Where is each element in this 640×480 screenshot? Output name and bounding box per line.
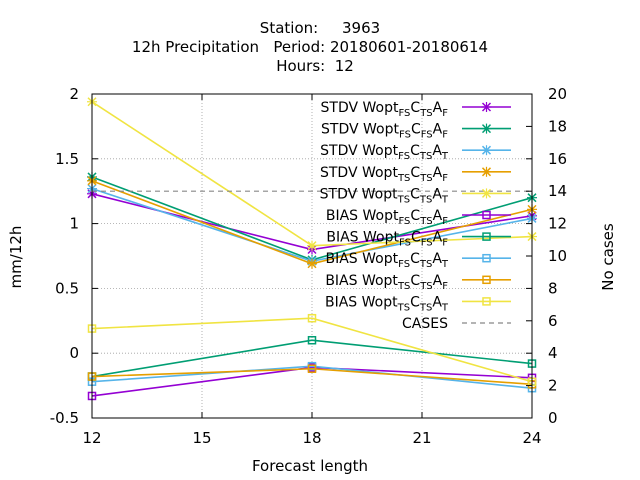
x-tick-label: 18: [302, 429, 321, 447]
legend-marker: [481, 166, 492, 177]
y2-tick-label: 20: [548, 85, 567, 103]
y2-tick-label: 0: [548, 409, 558, 427]
y2-tick-label: 16: [548, 150, 567, 168]
legend-item: BIAS WoptTSCTSAT: [325, 294, 511, 313]
x-tick-label: 24: [522, 429, 541, 447]
legend-item: STDV WoptFSCTSAT: [320, 143, 511, 162]
legend-marker: [482, 210, 491, 220]
legend-label: STDV WoptTSCTSAT: [320, 186, 449, 205]
legend-item: STDV WoptFSCTSAF: [321, 100, 511, 119]
legend-label: BIAS WoptFSCTSAT: [326, 251, 449, 270]
legend-label: CASES: [402, 316, 448, 332]
y2-tick-label: 8: [548, 279, 558, 297]
data-point: [307, 240, 317, 251]
series-4: [87, 175, 537, 269]
y-tick-label: 1: [69, 215, 79, 233]
data-point: [307, 313, 317, 323]
legend-label: STDV WoptFSCTSAF: [321, 100, 449, 119]
series-5: [87, 96, 537, 251]
legend-marker: [481, 188, 492, 199]
legend-marker: [481, 145, 492, 156]
data-point: [307, 258, 317, 269]
series-line: [91, 365, 533, 389]
legend-label: STDV WoptFSCFSAF: [321, 122, 448, 141]
legend-marker: [482, 275, 491, 285]
legend-marker: [481, 102, 492, 112]
legend-item: STDV WoptTSCTSAF: [320, 165, 511, 184]
series-line: [91, 101, 533, 247]
x-tick-label: 12: [82, 429, 101, 447]
series-line: [91, 367, 533, 386]
data-point: [307, 335, 317, 345]
legend-label: BIAS WoptFSCFSAF: [326, 230, 448, 249]
legend-marker: [482, 297, 491, 306]
legend-item: STDV WoptTSCTSAT: [320, 186, 511, 205]
legend-label: BIAS WoptTSCTSAT: [325, 294, 449, 313]
legend-item: BIAS WoptFSCTSAT: [326, 251, 511, 270]
y2-tick-label: 12: [548, 215, 567, 233]
y2-tick-label: 10: [548, 247, 567, 265]
y2-tick-label: 2: [548, 377, 558, 395]
legend-item: BIAS WoptTSCTSAF: [325, 273, 511, 292]
y2-tick-label: 4: [548, 344, 558, 362]
y-tick-label: 0.5: [55, 279, 79, 297]
y-axis-label: mm/12h: [7, 226, 25, 289]
legend-label: STDV WoptTSCTSAF: [320, 165, 448, 184]
series-line: [91, 366, 533, 397]
legend-item: BIAS WoptFSCFSAF: [326, 230, 511, 249]
x-axis-label: Forecast length: [252, 457, 368, 475]
y-tick-label: -0.5: [50, 409, 79, 427]
y-tick-label: 1.5: [55, 150, 79, 168]
legend-label: STDV WoptFSCTSAT: [320, 143, 449, 162]
legend-marker: [482, 232, 491, 241]
chart-title-line2: 12h Precipitation Period: 20180601-20180…: [132, 38, 488, 56]
legend-item: BIAS WoptFSCTSAF: [326, 208, 511, 227]
grid: [92, 94, 532, 418]
legend-label: BIAS WoptTSCTSAF: [325, 273, 448, 292]
x-tick-label: 21: [412, 429, 431, 447]
data-point: [307, 364, 317, 374]
y2-tick-label: 6: [548, 312, 558, 330]
chart-title-line1: Station: 3963: [260, 19, 380, 37]
y-tick-label: 2: [69, 85, 79, 103]
legend-item: CASES: [402, 316, 511, 332]
legend: STDV WoptFSCTSAF STDV WoptFSCFSAF STDV Wop…: [320, 100, 511, 332]
legend-marker: [481, 123, 492, 134]
series-line: [91, 339, 533, 378]
y2-tick-label: 18: [548, 117, 567, 135]
y-tick-label: 0: [69, 344, 79, 362]
legend-item: STDV WoptFSCFSAF: [321, 122, 511, 141]
x-tick-label: 15: [192, 429, 211, 447]
y2-tick-label: 14: [548, 182, 567, 200]
chart-title-line3: Hours: 12: [276, 57, 354, 75]
series-line: [91, 317, 533, 383]
y2-axis-label: No cases: [599, 223, 617, 291]
legend-marker: [482, 253, 491, 263]
legend-label: BIAS WoptFSCTSAF: [326, 208, 448, 227]
